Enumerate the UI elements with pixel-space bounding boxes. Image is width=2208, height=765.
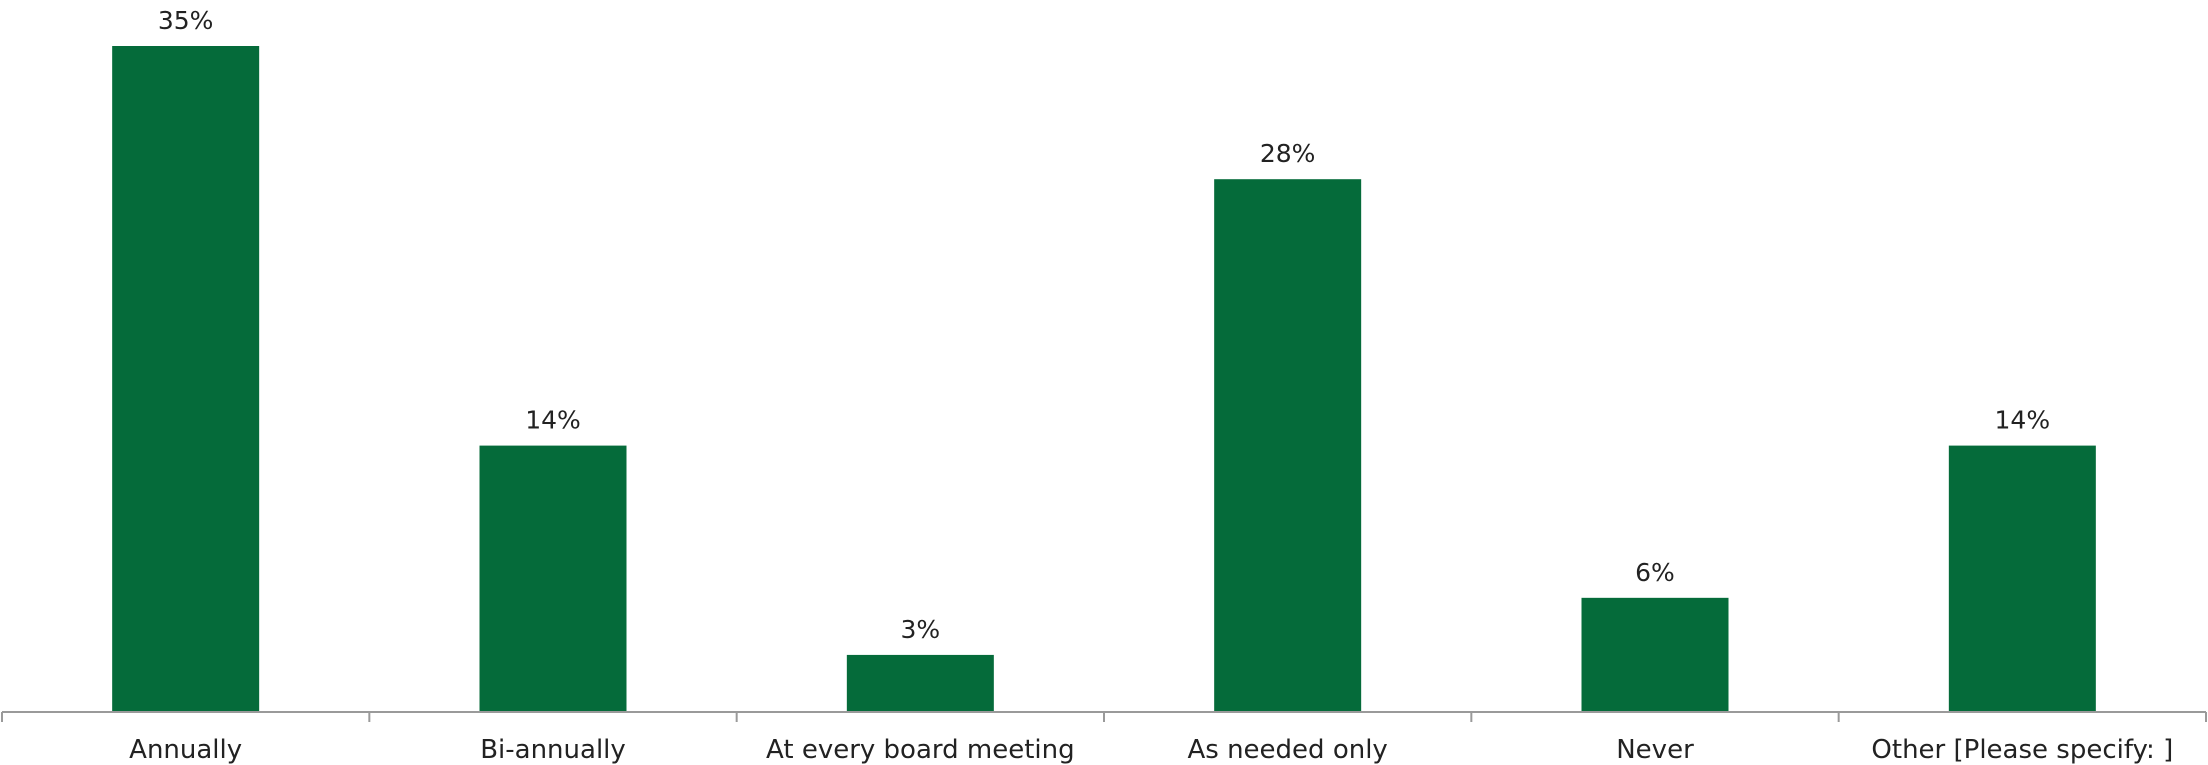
category-label: Bi-annually [480,735,626,765]
value-labels-group: 35% 14% 3% 28% 6% 14% [158,6,2050,644]
category-label: At every board meeting [766,735,1075,765]
category-label: As needed only [1187,735,1387,765]
bar [1581,597,1729,712]
bar-value-label: 28% [1260,139,1316,168]
bar [479,445,627,712]
bars-group [112,46,2096,712]
x-axis-ticks [1,712,2207,722]
bar-value-label: 6% [1635,558,1675,587]
category-label: Other [Please specify: ] [1871,735,2173,765]
bar [1214,179,1362,712]
bar-value-label: 35% [158,6,214,35]
bar [846,654,994,712]
bar [1948,445,2096,712]
bar-value-label: 14% [1995,406,2051,435]
category-labels-group: Annually Bi-annually At every board meetin… [129,735,2173,765]
bar-value-label: 3% [900,615,940,644]
bar-value-label: 14% [525,406,581,435]
bar [112,46,260,712]
category-label: Never [1616,735,1694,765]
category-label: Annually [129,735,242,765]
